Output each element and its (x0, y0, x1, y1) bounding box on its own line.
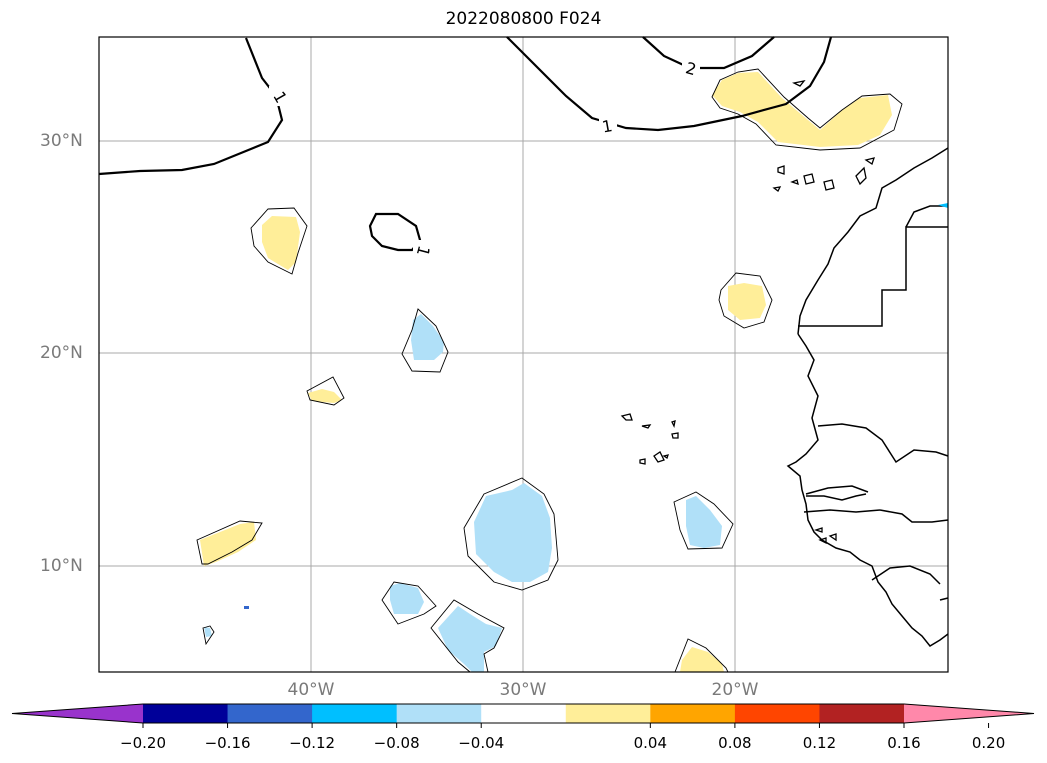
border-sierra-leone (872, 566, 940, 584)
negative-areas (204, 314, 722, 672)
colorbar-segment (735, 704, 820, 723)
island-bijagos-3 (830, 534, 836, 540)
island-cv-6 (654, 452, 664, 462)
border-guinea (880, 510, 948, 522)
colorbar-tick-label: −0.04 (446, 734, 516, 752)
lat-label-10n: 10°N (40, 556, 92, 576)
colorbar-extend-max (904, 704, 1034, 723)
island-madeira (794, 81, 804, 86)
island-cv-3 (672, 421, 675, 426)
colorbar-segment (397, 704, 482, 723)
small-negative-mark (244, 606, 249, 609)
island-cv-1 (622, 414, 632, 420)
colorbar-segment (143, 704, 228, 723)
colorbar-tick-label: −0.16 (193, 734, 263, 752)
island-canary-6 (866, 158, 874, 164)
colorbar-tick-label: 0.16 (869, 734, 939, 752)
contour-1-west (99, 38, 282, 174)
island-canary-3 (804, 174, 814, 184)
island-bijagos-1 (816, 528, 822, 532)
positive-area-canary-south (728, 283, 766, 320)
negative-area-central (474, 483, 552, 582)
island-canary-7 (774, 187, 780, 191)
contour-1-loop (370, 214, 420, 250)
map-title: 2022080800 F024 (0, 9, 1047, 29)
colorbar-segment (566, 704, 651, 723)
coast-west-africa (788, 334, 948, 646)
island-canary-2 (792, 180, 798, 184)
island-cv-7 (664, 455, 668, 458)
coast-morocco (798, 148, 948, 334)
colorbar-tick-label: 0.04 (615, 734, 685, 752)
island-cv-5 (640, 459, 645, 464)
contour-lines (99, 37, 831, 250)
border-mauritania (818, 424, 948, 462)
positive-area-sw (200, 522, 256, 566)
colorbar-segment (481, 704, 566, 723)
contour-2 (643, 37, 774, 68)
colorbar-tick-label: 0.08 (700, 734, 770, 752)
colorbar-tick-label: 0.20 (954, 734, 1024, 752)
island-canary-5 (856, 168, 866, 184)
colorbar-tick-label: 0.12 (784, 734, 854, 752)
colorbar-tick-label: −0.12 (277, 734, 347, 752)
border-senegal-north (806, 486, 868, 494)
lat-label-30n: 30°N (40, 131, 92, 151)
lat-label-20n: 20°N (40, 343, 92, 363)
contour-labels: 1 2 1 1 (269, 58, 700, 258)
negative-area-tiny (204, 627, 212, 637)
positive-areas (200, 72, 892, 672)
border-liberia (940, 598, 948, 600)
lon-label-40w: 40°W (271, 680, 351, 700)
colorbar-segment (228, 704, 313, 723)
colorbar (12, 704, 1034, 728)
lon-label-30w: 30°W (483, 680, 563, 700)
negative-area-south (438, 606, 502, 672)
border-guinea-bissau (804, 510, 880, 512)
negative-area-north (411, 314, 444, 360)
colorbar-segment (312, 704, 397, 723)
border-morocco-algeria (906, 206, 948, 227)
colorbar-segment (650, 704, 735, 723)
colorbar-tick-label: −0.08 (362, 734, 432, 752)
negative-area-east (686, 496, 722, 548)
colorbar-extend-min (12, 704, 143, 723)
island-canary-1 (778, 166, 784, 174)
anomaly-outlines (197, 69, 902, 672)
island-canary-4 (824, 180, 834, 190)
island-cv-2 (642, 425, 650, 428)
lon-label-20w: 20°W (695, 680, 775, 700)
border-gambia (806, 494, 866, 500)
island-cv-4 (672, 433, 678, 438)
colorbar-segment (819, 704, 904, 723)
colorbar-tick-label: −0.20 (108, 734, 178, 752)
coastlines (788, 148, 948, 646)
